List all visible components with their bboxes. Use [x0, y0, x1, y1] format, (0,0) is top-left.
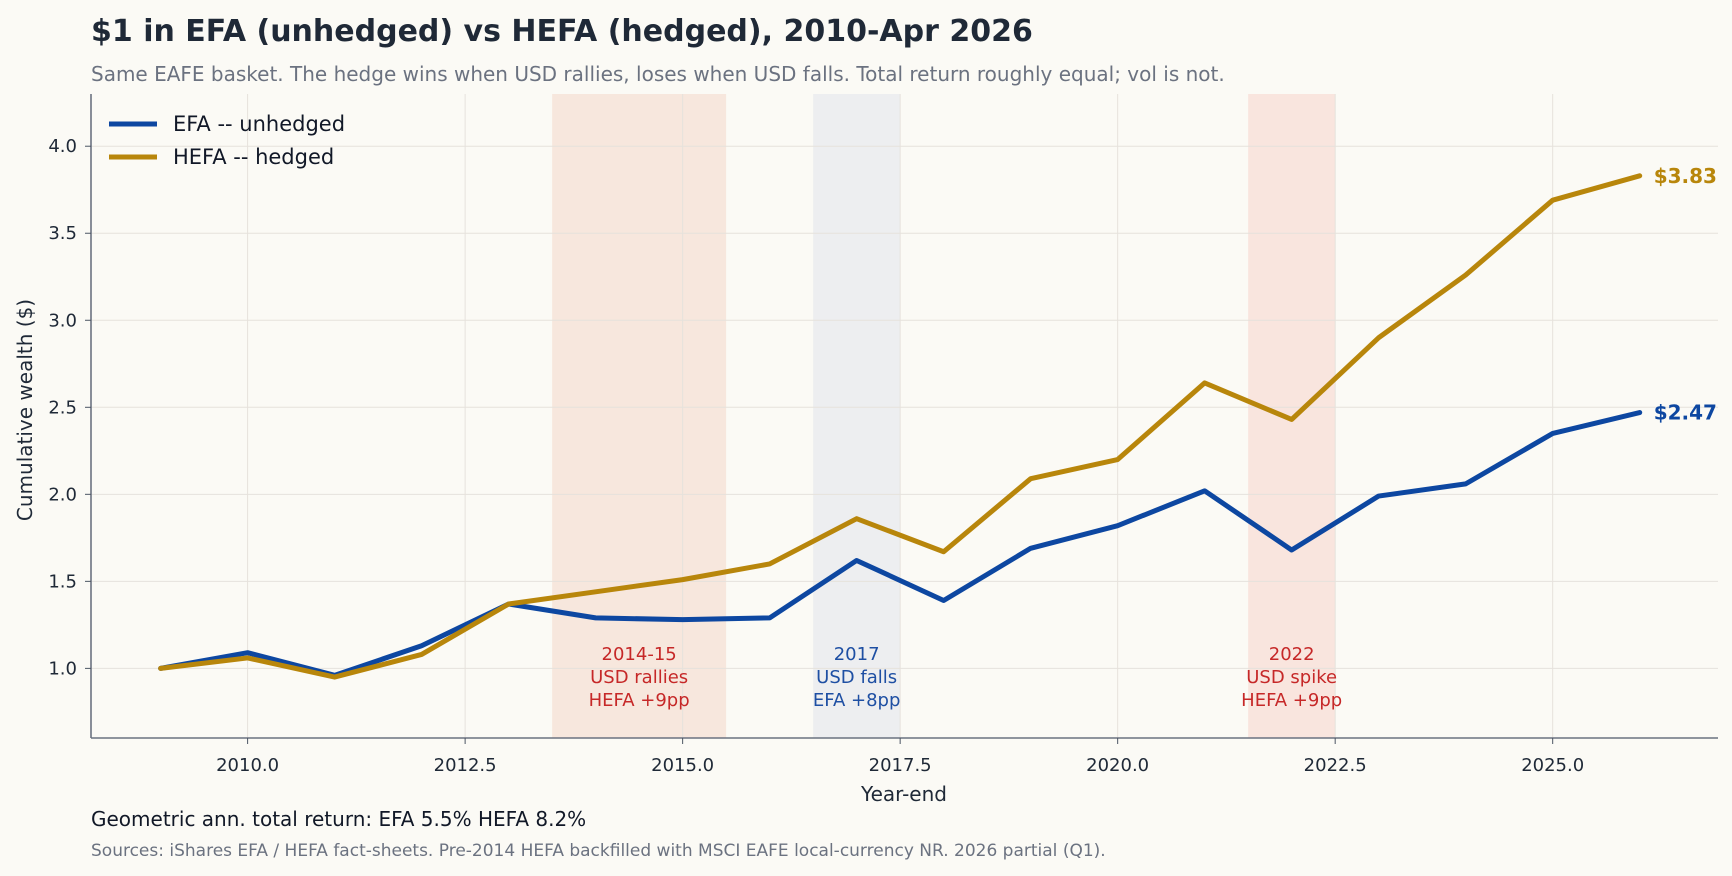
x-tick-label-1: 2012.5	[434, 755, 497, 776]
x-tick-label-0: 2010.0	[216, 755, 279, 776]
region-annotation-2-line-1: USD spike	[1246, 667, 1337, 688]
legend: EFA -- unhedged HEFA -- hedged	[109, 112, 345, 169]
y-tick-label-3: 2.5	[48, 397, 77, 418]
series-line-1	[158, 173, 1643, 680]
shaded-regions	[552, 94, 1336, 738]
y-tick-label-1: 1.5	[48, 571, 77, 592]
region-annotation-1-line-1: USD falls	[816, 667, 897, 688]
x-axis-label: Year-end	[860, 782, 947, 806]
y-tick-label-2: 2.0	[48, 484, 77, 505]
tick-labels: 2010.0 2012.5 2015.0 2017.5 2020.0 2022.5 2025…	[48, 136, 1584, 776]
region-annotation-0-line-1: USD rallies	[590, 667, 688, 688]
series-line-0	[158, 410, 1643, 678]
end-label-0: $2.47	[1654, 401, 1717, 425]
legend-label-1: HEFA -- hedged	[173, 145, 334, 169]
region-annotation-0-line-0: 2014-15	[602, 644, 677, 665]
region-annotation-2-line-0: 2022	[1269, 644, 1315, 665]
return-summary: Geometric ann. total return: EFA 5.5% HE…	[91, 807, 586, 831]
end-label-1: $3.83	[1654, 164, 1717, 188]
x-tick-label-3: 2017.5	[869, 755, 932, 776]
chart-subtitle: Same EAFE basket. The hedge wins when US…	[91, 62, 1225, 86]
y-tick-label-6: 4.0	[48, 136, 77, 157]
x-tick-label-6: 2025.0	[1521, 755, 1584, 776]
region-annotation-1-line-0: 2017	[834, 644, 880, 665]
region-annotation-1-line-2: EFA +8pp	[813, 690, 901, 711]
shaded-region-0	[552, 94, 727, 738]
y-axis-label: Cumulative wealth ($)	[13, 299, 37, 521]
x-tick-label-2: 2015.0	[651, 755, 714, 776]
series-lines	[158, 173, 1643, 680]
axes	[90, 94, 1718, 739]
shaded-region-2	[1248, 94, 1336, 738]
region-annotation-0-line-2: HEFA +9pp	[589, 690, 690, 711]
x-tick-label-4: 2020.0	[1086, 755, 1149, 776]
sources-note: Sources: iShares EFA / HEFA fact-sheets.…	[91, 841, 1106, 861]
chart-title: $1 in EFA (unhedged) vs HEFA (hedged), 2…	[91, 14, 1033, 49]
y-tick-label-4: 3.0	[48, 310, 77, 331]
shaded-region-1	[813, 94, 901, 738]
end-labels: $2.47 $3.83	[1654, 164, 1717, 425]
x-tick-label-5: 2022.5	[1304, 755, 1367, 776]
y-tick-label-5: 3.5	[48, 223, 77, 244]
y-tick-label-0: 1.0	[48, 658, 77, 679]
legend-label-0: EFA -- unhedged	[173, 112, 345, 136]
region-annotation-2-line-2: HEFA +9pp	[1241, 690, 1342, 711]
